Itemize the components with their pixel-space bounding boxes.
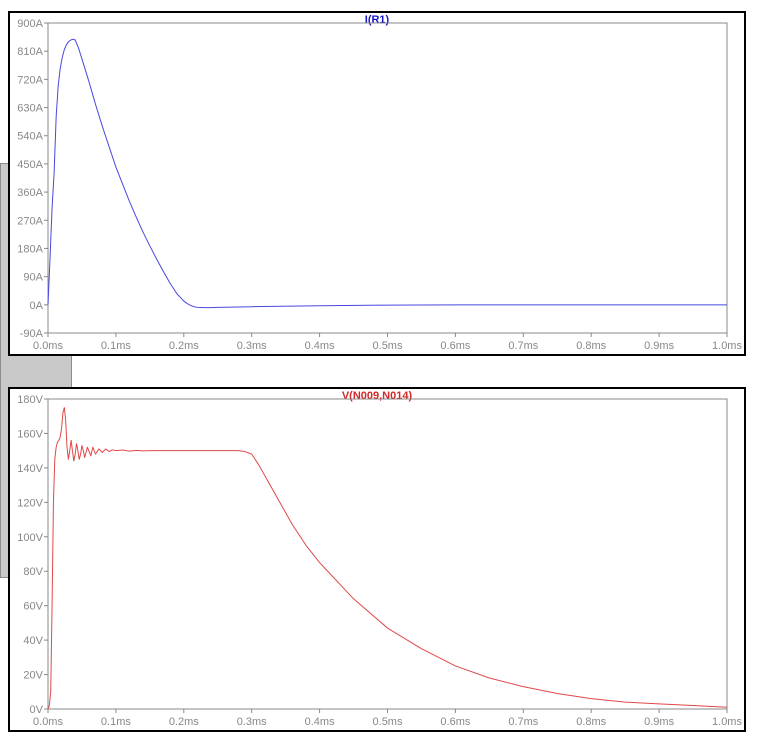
y-tick-label: 180V xyxy=(17,394,43,406)
x-tick-label: 0.7ms xyxy=(508,716,538,728)
x-tick-label: 0.0ms xyxy=(33,340,63,352)
x-tick-label: 0.1ms xyxy=(101,716,131,728)
x-tick-label: 0.7ms xyxy=(508,340,538,352)
x-tick-label: 0.5ms xyxy=(373,340,403,352)
y-tick-label: 0A xyxy=(30,300,44,312)
x-tick-label: 0.8ms xyxy=(576,716,606,728)
x-tick-label: 0.1ms xyxy=(101,340,131,352)
y-tick-label: 40V xyxy=(23,635,43,647)
y-tick-label: 0V xyxy=(30,704,44,716)
x-tick-label: 0.9ms xyxy=(644,340,674,352)
y-tick-label: 360A xyxy=(17,187,43,199)
x-tick-label: 0.3ms xyxy=(237,340,267,352)
x-tick-label: 0.6ms xyxy=(440,716,470,728)
y-tick-label: -90A xyxy=(20,328,44,340)
y-tick-label: 900A xyxy=(17,18,43,30)
plot-frame xyxy=(47,398,728,710)
x-tick-label: 0.4ms xyxy=(305,340,335,352)
x-tick-label: 0.2ms xyxy=(169,716,199,728)
x-tick-label: 0.9ms xyxy=(644,716,674,728)
y-tick-label: 180A xyxy=(17,243,43,255)
x-tick-label: 1.0ms xyxy=(712,716,742,728)
x-tick-label: 0.4ms xyxy=(305,716,335,728)
plot-frame xyxy=(47,22,728,334)
y-tick-label: 120V xyxy=(17,497,43,509)
plot-pane-current[interactable]: I(R1) -90A 0A 90A 180A 270A 360A 450A 540A 630A 7… xyxy=(8,11,746,356)
x-tick-label: 0.8ms xyxy=(576,340,606,352)
plot-area-current[interactable]: -90A 0A 90A 180A 270A 360A 450A 540A 630A 720A 810… xyxy=(10,13,744,354)
plot-pane-voltage[interactable]: V(N009,N014) 0V 20V 40V 60V 80V 100V 120V 140V 1… xyxy=(8,387,746,732)
y-tick-label: 630A xyxy=(17,103,43,115)
trace-line-current[interactable] xyxy=(47,38,727,309)
x-tick-label: 0.2ms xyxy=(169,340,199,352)
y-tick-label: 540A xyxy=(17,131,43,143)
x-tick-label: 0.3ms xyxy=(237,716,267,728)
y-tick-label: 720A xyxy=(17,74,43,86)
y-tick-label: 20V xyxy=(23,670,43,682)
y-tick-label: 450A xyxy=(17,159,43,171)
x-tick-label: 1.0ms xyxy=(712,340,742,352)
y-tick-label: 810A xyxy=(17,46,43,58)
x-tick-label: 0.6ms xyxy=(440,340,470,352)
plot-area-voltage[interactable]: 0V 20V 40V 60V 80V 100V 120V 140V 160V 180V 0.0ms 0… xyxy=(10,389,744,730)
y-tick-label: 60V xyxy=(23,601,43,613)
y-tick-label: 270A xyxy=(17,215,43,227)
y-tick-label: 80V xyxy=(23,566,43,578)
y-tick-label: 100V xyxy=(17,532,43,544)
trace-line-voltage[interactable] xyxy=(47,407,728,710)
y-tick-label: 90A xyxy=(23,272,43,284)
y-tick-label: 140V xyxy=(17,463,43,475)
x-tick-label: 0.5ms xyxy=(373,716,403,728)
y-tick-label: 160V xyxy=(17,428,43,440)
x-tick-label: 0.0ms xyxy=(33,716,63,728)
